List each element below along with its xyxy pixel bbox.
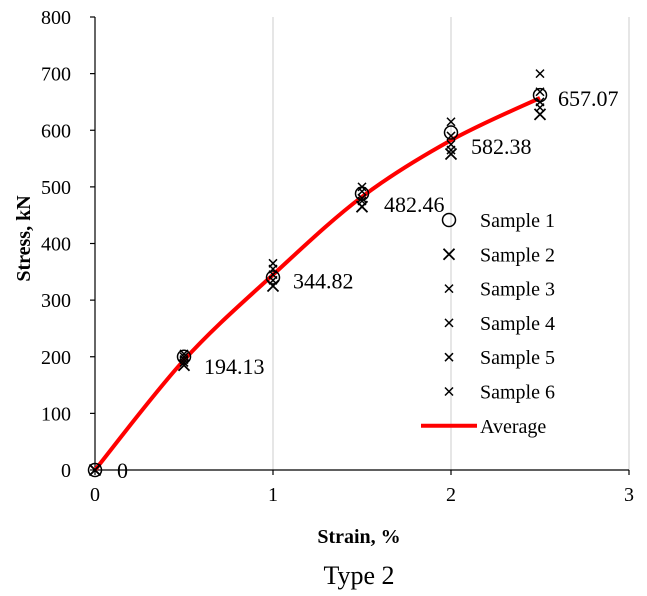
legend-swatch-3: [444, 318, 454, 328]
point-sample-5-4: [446, 131, 456, 141]
y-tick-label-600: 600: [41, 120, 71, 142]
x-tick-label-2: 2: [446, 484, 456, 506]
legend-swatch-5-stroke-b: [444, 386, 454, 397]
average-line-layer: [93, 96, 541, 472]
data-label-0: 0: [117, 458, 128, 483]
legend-label-4: Sample 5: [480, 347, 555, 369]
point-sample-6-0: [90, 465, 100, 475]
point-sample-4-5: [535, 97, 545, 107]
point-sample-6-0-stroke-b: [90, 465, 100, 475]
point-sample-6-4-stroke-b: [446, 117, 456, 127]
point-sample-2-2: [266, 279, 280, 293]
x-tick-label-1: 1: [268, 484, 278, 506]
point-sample-5-1: [179, 352, 189, 362]
y-axis-title: Stress, kN: [13, 195, 35, 282]
data-label-4: 582.38: [471, 134, 532, 159]
point-sample-3-3-stroke-b: [357, 196, 367, 206]
y-tick-label-300: 300: [41, 290, 71, 312]
point-sample-4-4: [446, 139, 456, 149]
x-tick-label-3: 3: [624, 484, 634, 506]
legend-swatch-2: [444, 284, 454, 294]
point-sample-1-4: [443, 125, 459, 140]
point-sample-2-4: [444, 147, 458, 161]
legend-swatch-4: [444, 352, 454, 362]
legend-swatch-2-stroke-b: [444, 284, 454, 294]
point-sample-4-3: [357, 193, 367, 203]
chart-caption: Type 2: [323, 561, 394, 590]
x-axis-title: Strain, %: [317, 526, 400, 548]
point-sample-6-2: [268, 258, 278, 268]
point-sample-1-0: [87, 462, 103, 478]
data-label-2: 344.82: [293, 269, 354, 294]
y-tick-label-700: 700: [41, 64, 71, 86]
legend-label-3: Sample 4: [480, 313, 555, 335]
point-sample-1-2: [265, 270, 281, 285]
point-sample-6-5: [535, 69, 545, 79]
y-tick-label-400: 400: [41, 234, 71, 256]
y-tick-label-800: 800: [41, 7, 71, 29]
legend-swatch-0: [441, 212, 457, 228]
y-tick-label-200: 200: [41, 347, 71, 369]
legend-label-1: Sample 2: [480, 244, 555, 266]
y-tick-label-100: 100: [41, 403, 71, 425]
point-sample-5-5: [535, 87, 545, 97]
data-label-1: 194.13: [204, 354, 265, 379]
marker-layer: [87, 69, 548, 478]
point-sample-4-4-stroke-b: [446, 139, 456, 149]
legend-label-2: Sample 3: [480, 279, 555, 301]
axes: [90, 16, 630, 475]
point-sample-2-2-stroke-b: [266, 279, 280, 293]
point-sample-5-1-stroke-b: [179, 352, 189, 362]
point-sample-2-3: [355, 200, 369, 213]
y-tick-label-0: 0: [61, 460, 71, 482]
point-sample-6-3-stroke-b: [357, 182, 367, 192]
legend-label-0: Sample 1: [480, 210, 555, 232]
point-sample-4-5-stroke-b: [535, 97, 545, 107]
average-line: [93, 96, 541, 472]
point-sample-6-3: [357, 182, 367, 192]
data-label-layer: 0 194.13 344.82 482.46 582.38 657.07: [117, 86, 619, 483]
legend-label-6: Average: [480, 416, 546, 438]
point-sample-6-1: [179, 349, 189, 359]
point-sample-3-3: [357, 196, 367, 206]
point-sample-6-4: [446, 117, 456, 127]
point-sample-5-3: [357, 186, 367, 196]
legend-swatch-1: [442, 248, 456, 261]
point-sample-5-4-stroke-b: [446, 131, 456, 141]
point-sample-2-1: [177, 359, 191, 372]
legend-swatch-4-stroke-b: [444, 352, 454, 362]
x-tick-label-0: 0: [90, 484, 100, 506]
legend-swatch-1-stroke-b: [442, 248, 456, 261]
legend-swatch-3-stroke-b: [444, 318, 454, 328]
legend: Sample 1 Sample 2 Sample 3 Sample 4 Sample 5…: [421, 210, 555, 438]
legend-swatch-5: [444, 386, 454, 397]
point-sample-6-5-stroke-b: [535, 69, 545, 79]
point-sample-2-1-stroke-b: [177, 359, 191, 372]
point-sample-6-2-stroke-b: [268, 258, 278, 268]
data-label-3: 482.46: [384, 192, 445, 217]
legend-label-5: Sample 6: [480, 382, 555, 404]
point-sample-2-3-stroke-b: [355, 200, 369, 213]
tick-labels: 0 100 200 300 400 500 600 700 800 0 1 2 3: [41, 7, 634, 506]
point-sample-4-3-stroke-b: [357, 193, 367, 203]
point-sample-5-5-stroke-b: [535, 87, 545, 97]
data-label-5: 657.07: [558, 86, 619, 111]
point-sample-2-4-stroke-b: [444, 147, 458, 161]
y-tick-label-500: 500: [41, 177, 71, 199]
point-sample-6-1-stroke-b: [179, 349, 189, 359]
